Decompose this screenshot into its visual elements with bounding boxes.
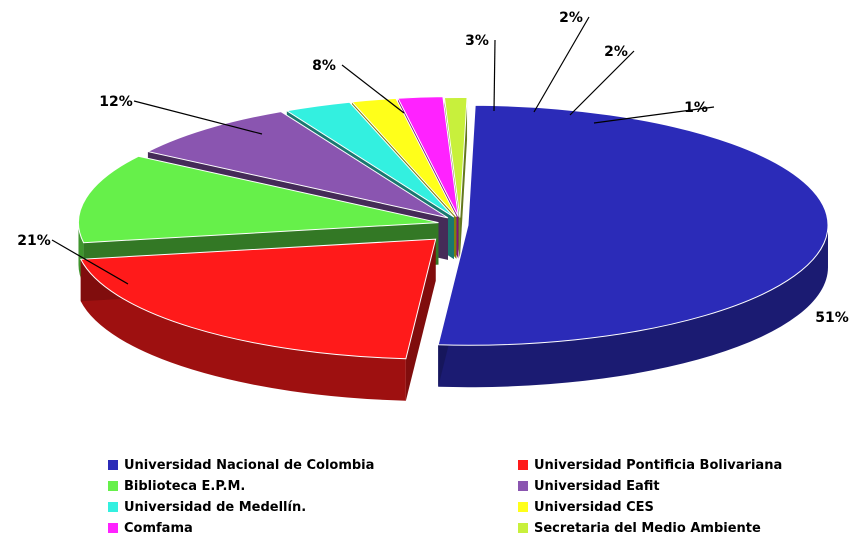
pie-slice xyxy=(437,104,829,346)
pie-slice xyxy=(77,155,439,244)
data-label: 1% xyxy=(684,100,708,116)
legend-swatch xyxy=(518,502,528,512)
pie-slice xyxy=(146,111,449,219)
leader-line xyxy=(341,64,405,114)
legend-swatch xyxy=(108,460,118,470)
leader-line xyxy=(569,50,635,116)
legend-label: Universidad de Medellín. xyxy=(124,499,307,515)
legend-swatch xyxy=(518,460,528,470)
data-label: 21% xyxy=(17,233,51,249)
data-label: 12% xyxy=(99,94,133,110)
legend-label: Universidad Pontificia Bolivariana xyxy=(534,457,783,473)
legend-swatch xyxy=(518,523,528,533)
data-label: 3% xyxy=(465,33,489,49)
data-label: 2% xyxy=(604,44,628,60)
legend-item: Universidad CES xyxy=(518,498,848,516)
legend-label: Universidad CES xyxy=(534,499,654,515)
pie-slice xyxy=(79,238,437,360)
pie-slice xyxy=(397,96,459,217)
legend-swatch xyxy=(108,502,118,512)
legend-swatch xyxy=(108,481,118,491)
pie-chart: 51% 21% 12% 8% 3% 2% 2% 1% xyxy=(17,10,849,401)
legend-label: Universidad Nacional de Colombia xyxy=(124,457,375,473)
pie-slice xyxy=(350,97,457,218)
chart-legend: Universidad Nacional de Colombia Universi… xyxy=(108,456,848,537)
legend-label: Biblioteca E.P.M. xyxy=(124,478,246,494)
legend-item: Universidad Eafit xyxy=(518,477,848,495)
legend-swatch xyxy=(518,481,528,491)
pie-slice xyxy=(285,101,455,218)
legend-label: Comfama xyxy=(124,520,193,536)
data-label: 51% xyxy=(815,310,849,326)
pie-slice xyxy=(443,97,468,218)
leader-line xyxy=(133,100,263,135)
legend-label: Secretaria del Medio Ambiente xyxy=(534,520,761,536)
legend-item: Universidad Pontificia Bolivariana xyxy=(518,456,848,474)
legend-label: Universidad Eafit xyxy=(534,478,660,494)
leader-line xyxy=(493,39,496,112)
legend-swatch xyxy=(108,523,118,533)
data-label: 8% xyxy=(312,58,336,74)
leader-line xyxy=(533,16,590,113)
legend-item: Biblioteca E.P.M. xyxy=(108,477,518,495)
legend-item: Universidad de Medellín. xyxy=(108,498,518,516)
legend-item: Comfama xyxy=(108,519,518,537)
data-label: 2% xyxy=(559,10,583,26)
leader-line xyxy=(51,239,129,285)
legend-item: Universidad Nacional de Colombia xyxy=(108,456,518,474)
legend-item: Secretaria del Medio Ambiente xyxy=(518,519,848,537)
leader-line xyxy=(593,106,715,124)
